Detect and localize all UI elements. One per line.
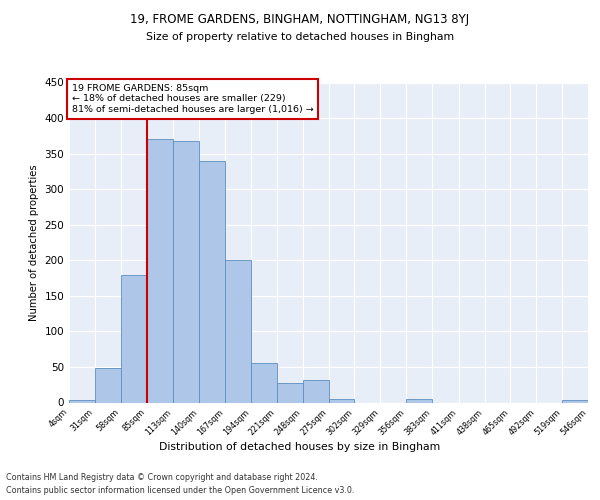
Bar <box>277 382 302 402</box>
Bar <box>69 400 95 402</box>
Bar <box>562 400 588 402</box>
Bar <box>146 140 173 402</box>
Bar <box>302 380 329 402</box>
Text: 19 FROME GARDENS: 85sqm
← 18% of detached houses are smaller (229)
81% of semi-d: 19 FROME GARDENS: 85sqm ← 18% of detache… <box>71 84 313 114</box>
Bar <box>225 260 251 402</box>
Text: Contains public sector information licensed under the Open Government Licence v3: Contains public sector information licen… <box>6 486 355 495</box>
Bar <box>329 399 355 402</box>
Bar <box>406 399 432 402</box>
Bar <box>121 274 146 402</box>
Text: Size of property relative to detached houses in Bingham: Size of property relative to detached ho… <box>146 32 454 42</box>
Y-axis label: Number of detached properties: Number of detached properties <box>29 164 39 321</box>
Text: Contains HM Land Registry data © Crown copyright and database right 2024.: Contains HM Land Registry data © Crown c… <box>6 472 318 482</box>
Bar <box>251 364 277 403</box>
Bar <box>173 141 199 403</box>
Text: Distribution of detached houses by size in Bingham: Distribution of detached houses by size … <box>160 442 440 452</box>
Text: 19, FROME GARDENS, BINGHAM, NOTTINGHAM, NG13 8YJ: 19, FROME GARDENS, BINGHAM, NOTTINGHAM, … <box>130 12 470 26</box>
Bar <box>95 368 121 402</box>
Bar <box>199 160 225 402</box>
